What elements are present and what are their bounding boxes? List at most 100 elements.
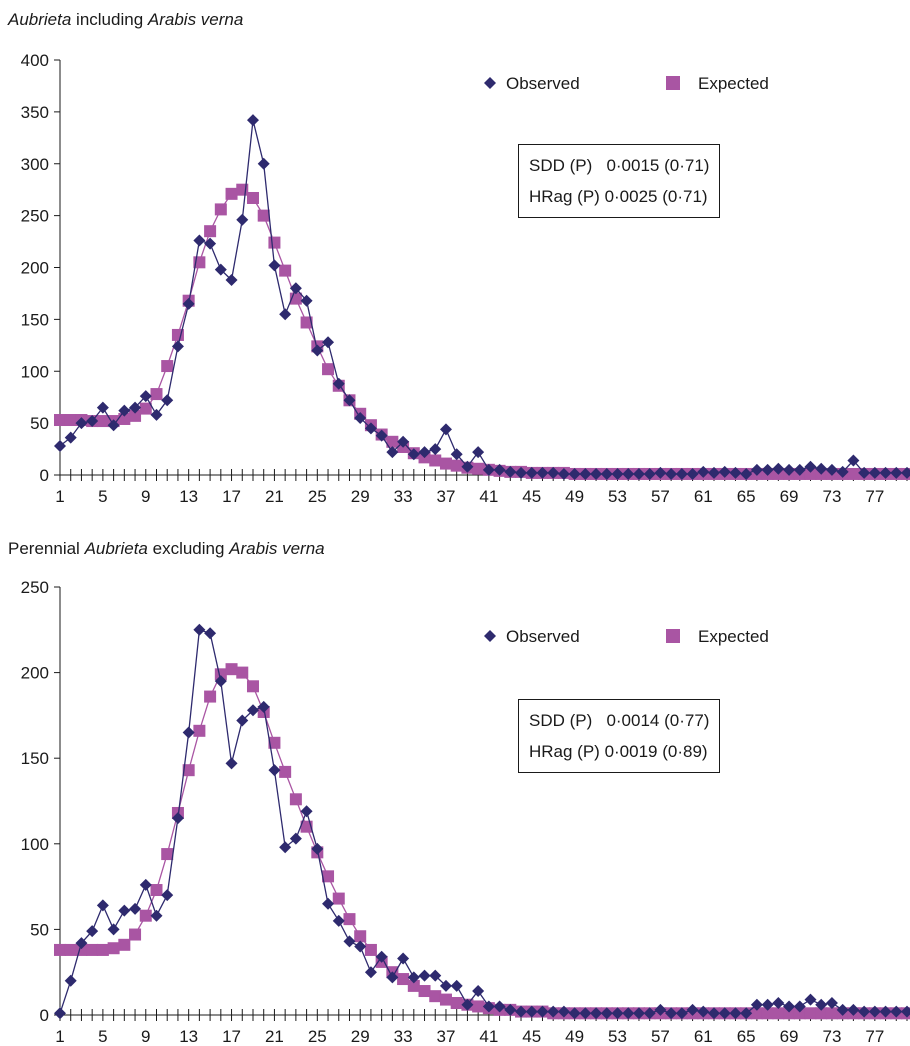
chart-1-observed-point <box>322 336 335 349</box>
chart-1-observed-point <box>557 467 570 480</box>
chart-2-legend-observed-marker <box>484 630 496 642</box>
chart-2-observed-point <box>343 935 356 948</box>
chart-1-observed-point <box>515 466 528 479</box>
chart-2-observed-point <box>257 700 270 713</box>
chart-2-observed-point <box>450 979 463 992</box>
chart-2-expected-point <box>246 680 259 693</box>
chart-1-expected-line <box>60 188 907 475</box>
chart-2-x-tick-label: 37 <box>437 1027 456 1046</box>
chart-2-observed-point <box>804 993 817 1006</box>
chart-2-observed-point <box>793 1000 806 1013</box>
chart-1-expected-point <box>439 457 452 470</box>
chart-2-expected-point <box>214 668 227 681</box>
chart-1-observed-point <box>729 466 742 479</box>
chart-1-x-tick-label: 33 <box>394 487 413 506</box>
chart-1-observed-point <box>879 466 892 479</box>
chart-1-x-tick-label: 69 <box>780 487 799 506</box>
chart-1-expected-point <box>129 409 142 422</box>
chart-2-expected-point <box>793 1007 806 1020</box>
chart-2-observed-point <box>557 1005 570 1018</box>
chart-2-observed-point <box>204 627 217 640</box>
chart-1-expected-point <box>204 225 217 238</box>
chart-2-x-tick-label: 13 <box>179 1027 198 1046</box>
chart-2-observed-point <box>150 909 163 922</box>
chart-2-observed-line <box>59 628 907 1014</box>
chart-1-observed-point <box>632 467 645 480</box>
chart-1-observed-point <box>386 446 399 459</box>
chart-1-title: Aubrieta including Arabis verna <box>8 10 243 30</box>
chart-2-observed-point <box>643 1007 656 1020</box>
chart-2-observed-point <box>493 1000 506 1013</box>
chart-1-observed-point <box>161 394 174 407</box>
chart-2-y-tick-label: 250 <box>21 578 49 597</box>
chart-2-observed-point <box>86 925 99 938</box>
chart-2-expected-point <box>825 1007 838 1020</box>
chart-1-expected-point <box>322 363 335 376</box>
chart-1-x-tick-label: 61 <box>694 487 713 506</box>
chart-1-observed-point <box>472 446 485 459</box>
chart-1-observed-point <box>129 401 142 414</box>
chart-1-observed-point <box>579 467 592 480</box>
chart-1-observed-point <box>761 463 774 476</box>
chart-2-observed-point <box>418 969 431 982</box>
chart-1-observed-point <box>289 282 302 295</box>
chart-1-x-tick-label: 37 <box>437 487 456 506</box>
chart-1-y-tick-label: 100 <box>21 362 49 381</box>
chart-2-observed-point <box>858 1005 871 1018</box>
chart-2-observed-point <box>525 1005 538 1018</box>
chart-1-observed-point <box>493 463 506 476</box>
chart-1-observed-point <box>461 460 474 473</box>
chart-1-x-tick-label: 5 <box>98 487 107 506</box>
chart-2-expected-point <box>139 909 152 922</box>
chart-2-stats-box: SDD (P) 0·0014 (0·77) HRag (P) 0·0019 (0… <box>518 699 721 773</box>
chart-1-expected-point <box>386 435 399 448</box>
chart-2-observed-point <box>836 1003 849 1016</box>
chart-1-observed-point <box>450 448 463 461</box>
chart-2-expected-line <box>60 668 907 1014</box>
chart-1-observed-point <box>815 462 828 475</box>
chart-2-observed-point <box>783 1000 796 1013</box>
chart-1-observed-point <box>718 465 731 478</box>
chart-1-x-tick-label: 25 <box>308 487 327 506</box>
chart-1-observed-point <box>214 263 227 276</box>
chart-1-stats-sdd: SDD (P) 0·0015 (0·71) <box>529 156 710 175</box>
chart-1-observed-point <box>568 467 581 480</box>
chart-2-observed-point <box>600 1007 613 1020</box>
chart-2-observed-point <box>236 714 249 727</box>
chart-2-x-tick-label: 49 <box>565 1027 584 1046</box>
chart-1-expected-point <box>429 454 442 467</box>
chart-1-x-tick-label: 45 <box>522 487 541 506</box>
chart-2-observed-point <box>868 1005 881 1018</box>
chart-2-expected-point <box>783 1007 796 1020</box>
chart-2-observed-point <box>579 1007 592 1020</box>
chart-2-x-tick-label: 77 <box>865 1027 884 1046</box>
chart-1-observed-point <box>225 273 238 286</box>
chart-1-observed-point <box>118 404 131 417</box>
chart-1-observed-point <box>429 443 442 456</box>
chart-2-y-tick-label: 0 <box>40 1006 49 1025</box>
chart-1-x-tick-label: 17 <box>222 487 241 506</box>
chart-2-expected-point <box>815 1007 828 1020</box>
chart-2-x-tick-label: 45 <box>522 1027 541 1046</box>
chart-2-title-part: Perennial <box>8 539 85 558</box>
chart-2-expected-point <box>54 943 66 956</box>
chart-2-y-tick-label: 50 <box>30 920 49 939</box>
chart-2-observed-point <box>772 997 785 1010</box>
chart-2-observed-point <box>622 1007 635 1020</box>
chart-2-expected-point <box>332 892 345 905</box>
chart-2-expected-point <box>750 1007 763 1020</box>
chart-1-y-tick-label: 300 <box>21 155 49 174</box>
chart-1-observed-point <box>600 467 613 480</box>
chart-2-expected-point <box>761 1007 774 1020</box>
chart-1-legend-expected-label: Expected <box>698 74 769 93</box>
chart-2-x-tick-label: 57 <box>651 1027 670 1046</box>
chart-1-observed-point <box>397 435 410 448</box>
chart-2-observed-point <box>890 1005 903 1018</box>
chart-1-observed-point <box>804 460 817 473</box>
chart-1-expected-point <box>268 236 281 249</box>
chart-2-observed-point <box>171 812 184 825</box>
chart-1-observed-point <box>901 466 910 479</box>
chart-1-observed-point <box>193 234 206 247</box>
chart-1-observed-point <box>150 408 163 421</box>
chart-2-x-tick-label: 73 <box>822 1027 841 1046</box>
